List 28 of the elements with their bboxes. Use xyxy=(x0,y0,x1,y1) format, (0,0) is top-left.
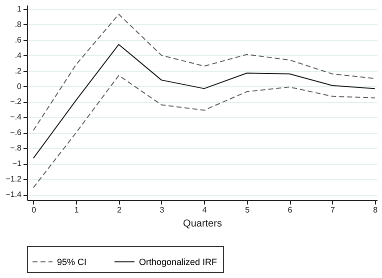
y-tick-label: .2 xyxy=(14,66,22,76)
line-series xyxy=(32,74,376,188)
line-series xyxy=(32,44,376,159)
x-axis-title: Quarters xyxy=(183,218,222,230)
y-tick-label: −1.4 xyxy=(6,190,22,200)
x-tick-label: 8 xyxy=(373,206,378,214)
y-tick-label: .6 xyxy=(14,35,22,44)
y-tick-label: −.8 xyxy=(10,144,22,153)
y-tick-label: −.6 xyxy=(10,128,22,138)
x-tick-label: 3 xyxy=(160,206,165,214)
x-tick-label: 4 xyxy=(202,206,208,214)
legend-label: 95% CI xyxy=(57,256,87,267)
x-tick-label: 1 xyxy=(74,206,80,214)
y-tick-label: 1 xyxy=(17,4,22,14)
x-tick-label: 6 xyxy=(288,206,293,214)
x-tick-label: 0 xyxy=(32,206,37,214)
y-tick-label: −1.2 xyxy=(6,174,22,184)
y-tick-label: −.4 xyxy=(10,112,22,122)
x-tick-label: 2 xyxy=(117,206,122,214)
legend-label: Orthogonalized IRF xyxy=(139,256,218,267)
y-tick-label: .8 xyxy=(14,20,22,29)
y-tick-label: 0 xyxy=(17,82,22,91)
y-tick-label: .4 xyxy=(14,50,22,60)
x-tick-label: 7 xyxy=(330,206,336,214)
line-series xyxy=(32,14,376,131)
x-tick-label: 5 xyxy=(245,206,250,214)
y-tick-label: −.2 xyxy=(10,97,22,106)
y-tick-label: −1 xyxy=(12,159,22,168)
